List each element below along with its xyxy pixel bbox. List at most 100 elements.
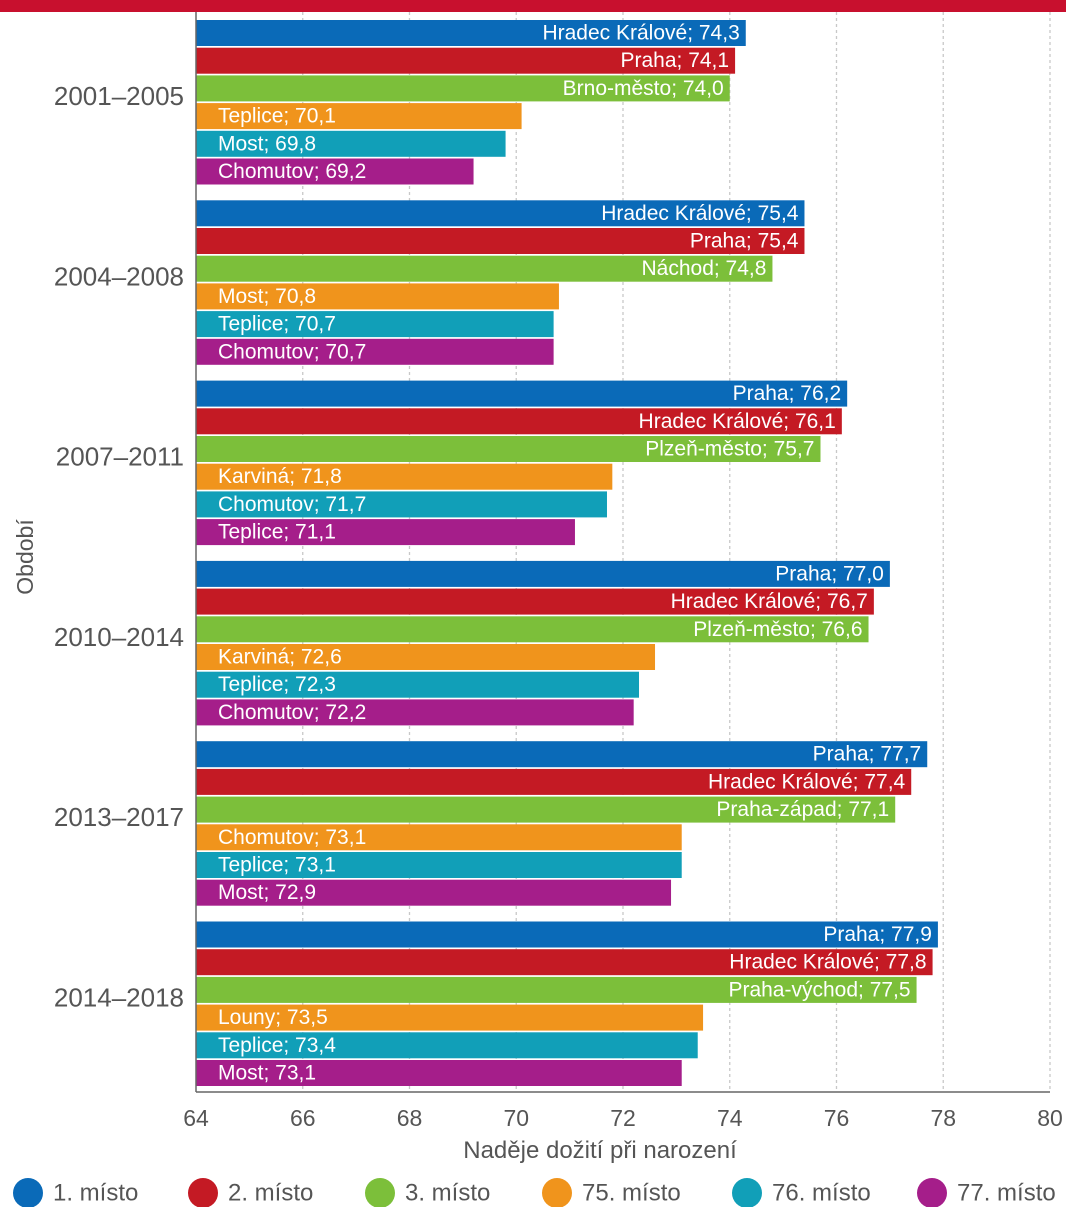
grid-lines — [302, 12, 1051, 1092]
bar — [196, 408, 842, 435]
bar — [196, 671, 640, 698]
x-tick-label: 76 — [824, 1105, 850, 1131]
bar — [196, 1032, 698, 1059]
bar-data-label: Plzeň-město; 76,6 — [693, 618, 862, 641]
bar-data-label: Hradec Králové; 77,4 — [708, 770, 906, 793]
bar — [196, 380, 848, 407]
bar — [196, 921, 938, 948]
bar-data-label: Chomutov; 70,7 — [218, 340, 366, 363]
legend-label: 2. místo — [228, 1179, 313, 1206]
bar-data-label: Hradec Králové; 76,1 — [639, 410, 836, 433]
x-tick-label: 74 — [717, 1105, 743, 1131]
x-tick-label: 66 — [290, 1105, 316, 1131]
bar-data-label: Praha; 74,1 — [620, 49, 729, 72]
bar — [196, 560, 890, 587]
x-tick-label: 70 — [503, 1105, 529, 1131]
bar-data-label: Hradec Králové; 77,8 — [729, 951, 926, 974]
bar-data-label: Most; 70,8 — [218, 285, 316, 308]
bar — [196, 228, 805, 254]
legend-swatch — [365, 1178, 395, 1207]
bar-data-label: Praha-východ; 77,5 — [728, 978, 910, 1001]
bar-data-label: Most; 73,1 — [218, 1062, 316, 1085]
bar — [196, 158, 474, 185]
bar-group-2010–2014: 2010–2014 Praha; 77,0 Hradec Králové; 76,7… — [54, 560, 890, 726]
bar-data-label: Praha; 77,9 — [823, 923, 932, 946]
bar — [196, 879, 672, 906]
bar-data-label: Teplice; 70,7 — [218, 313, 336, 336]
bar — [196, 200, 805, 227]
bar-data-label: Hradec Králové; 74,3 — [542, 22, 739, 45]
legend-item: 76. místo — [732, 1178, 871, 1207]
period-label: 2001–2005 — [54, 81, 184, 111]
bar — [196, 463, 613, 490]
bar — [196, 1004, 704, 1031]
legend-swatch — [188, 1178, 218, 1207]
bar-data-label: Plzeň-město; 75,7 — [645, 438, 814, 461]
bar — [196, 852, 682, 878]
bar-data-label: Chomutov; 73,1 — [218, 826, 366, 849]
legend-item: 77. místo — [917, 1178, 1056, 1207]
bar — [196, 976, 917, 1003]
legend-item: 3. místo — [365, 1178, 490, 1207]
bar — [196, 103, 522, 130]
bar — [196, 130, 506, 157]
x-tick-label: 64 — [183, 1105, 209, 1131]
x-tick-label: 68 — [397, 1105, 423, 1131]
bar — [196, 47, 736, 74]
bar-data-label: Teplice; 73,4 — [218, 1034, 336, 1057]
bar-group-2013–2017: 2013–2017 Praha; 77,7 Hradec Králové; 77,4… — [54, 741, 928, 906]
bar-data-label: Most; 69,8 — [218, 132, 316, 155]
bar-data-label: Náchod; 74,8 — [642, 257, 767, 280]
bar-data-label: Karviná; 71,8 — [218, 465, 342, 488]
bar-data-label: Chomutov; 69,2 — [218, 160, 366, 183]
legend-swatch — [13, 1178, 43, 1207]
bar-group-2014–2018: 2014–2018 Praha; 77,9 Hradec Králové; 77,8… — [54, 921, 938, 1086]
bar-data-label: Praha; 77,7 — [813, 743, 922, 766]
axes: 64 66 68 70 72 74 76 78 80 Naděje dožití při naro… — [12, 12, 1063, 1164]
bar-data-label: Praha-západ; 77,1 — [716, 798, 889, 821]
bar-data-label: Brno-město; 74,0 — [563, 77, 724, 100]
x-tick-label: 80 — [1037, 1105, 1063, 1131]
bar — [196, 20, 746, 46]
bar-data-label: Louny; 73,5 — [218, 1006, 328, 1029]
bar — [196, 741, 928, 768]
legend-item: 1. místo — [13, 1178, 138, 1207]
bar-data-label: Praha; 77,0 — [775, 562, 884, 585]
bar — [196, 1060, 682, 1086]
legend-item: 75. místo — [542, 1178, 681, 1207]
bar — [196, 311, 554, 338]
bar — [196, 796, 896, 823]
x-axis-title: Naděje dožití při narození — [463, 1137, 737, 1164]
bar-data-label: Teplice; 73,1 — [218, 854, 336, 877]
period-label: 2010–2014 — [54, 622, 184, 652]
bar — [196, 338, 554, 365]
bar — [196, 616, 869, 643]
period-label: 2007–2011 — [56, 442, 184, 472]
bar-data-label: Praha; 76,2 — [733, 382, 842, 405]
bar — [196, 436, 821, 462]
bar-data-label: Hradec Králové; 75,4 — [601, 202, 799, 225]
top-color-band — [0, 0, 1066, 12]
bar-data-label: Praha; 75,4 — [690, 230, 799, 253]
legend-label: 77. místo — [957, 1179, 1056, 1206]
bar — [196, 644, 656, 670]
legend-swatch — [542, 1178, 572, 1207]
bar — [196, 824, 682, 851]
bar-data-label: Teplice; 70,1 — [218, 105, 336, 128]
bar-group-2004–2008: 2004–2008 Hradec Králové; 75,4 Praha; 75,4… — [54, 200, 805, 365]
legend-label: 1. místo — [53, 1179, 138, 1206]
bar-data-label: Most; 72,9 — [218, 881, 316, 904]
bar-group-2007–2011: 2007–2011 Praha; 76,2 Hradec Králové; 76,1… — [56, 380, 848, 546]
bar — [196, 519, 575, 546]
bar-data-label: Hradec Králové; 76,7 — [671, 590, 868, 613]
bar-data-label: Chomutov; 72,2 — [218, 701, 366, 724]
legend-label: 75. místo — [582, 1179, 681, 1206]
legend-label: 76. místo — [772, 1179, 871, 1206]
period-label: 2004–2008 — [54, 261, 184, 291]
bar — [196, 75, 730, 102]
legend-label: 3. místo — [405, 1179, 490, 1206]
bar — [196, 699, 634, 726]
legend: 1. místo 2. místo 3. místo 75. místo 76. mís… — [13, 1178, 1056, 1207]
bar-group-2001–2005: 2001–2005 Hradec Králové; 74,3 Praha; 74,1… — [54, 20, 746, 185]
